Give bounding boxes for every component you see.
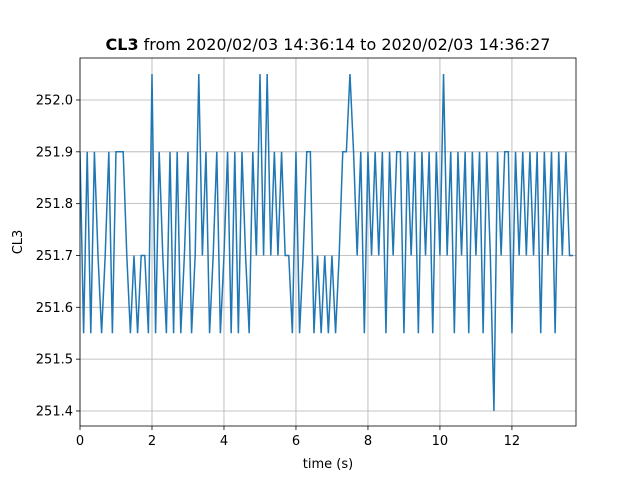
y-tick-label: 251.6 xyxy=(36,301,73,316)
chart-title: CL3 from 2020/02/03 14:36:14 to 2020/02/0… xyxy=(106,35,551,54)
title-bold: CL3 xyxy=(106,35,139,54)
y-tick-label: 251.7 xyxy=(36,249,73,264)
title-rest: from 2020/02/03 14:36:14 to 2020/02/03 1… xyxy=(144,35,551,54)
x-tick-label: 0 xyxy=(76,434,84,449)
x-tick-label: 12 xyxy=(504,434,521,449)
y-tick-label: 251.9 xyxy=(36,145,73,160)
x-tick-label: 4 xyxy=(220,434,228,449)
plot-frame xyxy=(79,57,577,427)
y-axis-label: CL3 xyxy=(11,230,26,255)
x-axis-label: time (s) xyxy=(303,457,353,472)
y-tick-label: 251.8 xyxy=(36,197,73,212)
data-line xyxy=(80,74,574,411)
x-tick-label: 6 xyxy=(292,434,300,449)
y-tick-label: 252.0 xyxy=(36,93,73,108)
x-tick-label: 8 xyxy=(364,434,372,449)
x-tick-label: 2 xyxy=(148,434,156,449)
y-tick-label: 251.4 xyxy=(36,404,73,419)
x-tick-label: 10 xyxy=(432,434,449,449)
y-tick-label: 251.5 xyxy=(36,353,73,368)
